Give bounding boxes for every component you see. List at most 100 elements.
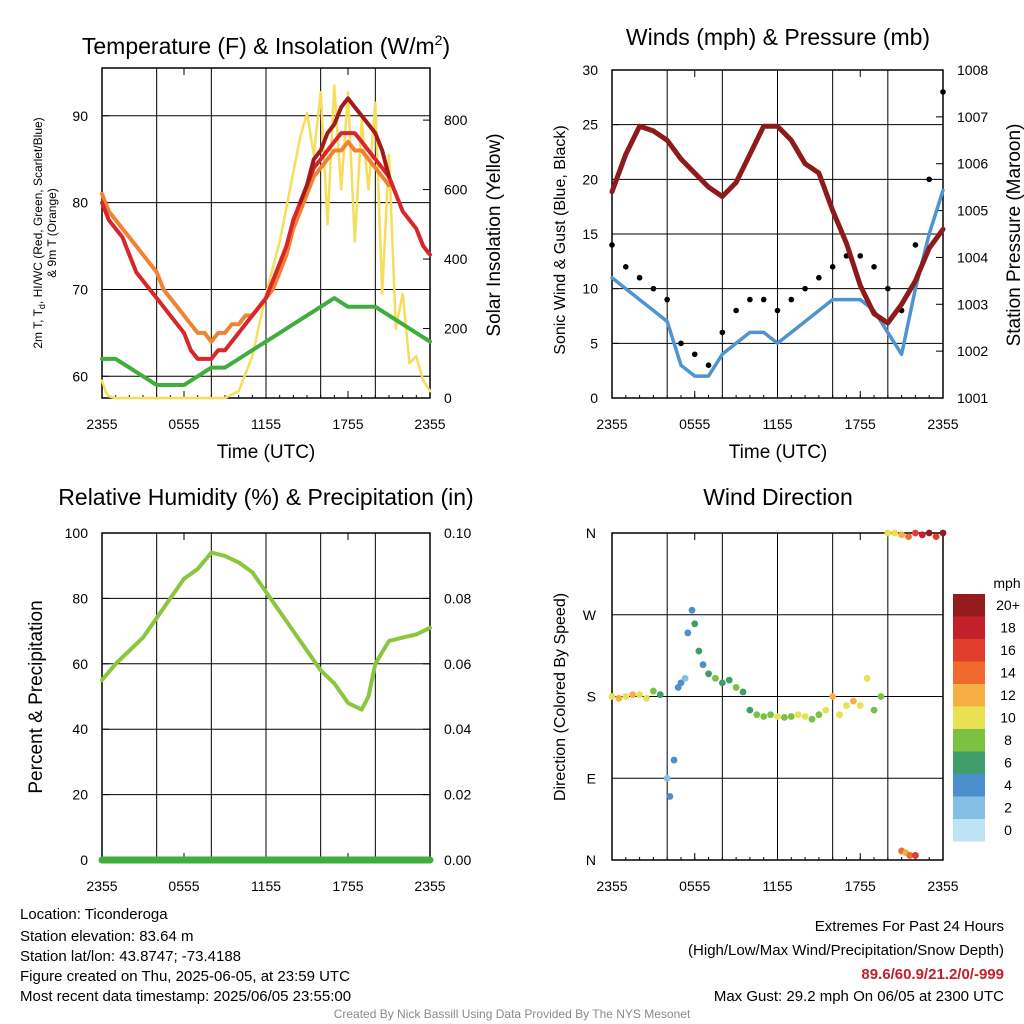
x-tick-label: 0555 <box>168 878 199 894</box>
x-tick-label: 2355 <box>927 878 958 894</box>
legend-label: 14 <box>1000 665 1016 681</box>
gust-point <box>747 296 753 303</box>
direction-point <box>891 529 899 537</box>
direction-tick-label: N <box>586 852 596 868</box>
x-tick-label: 2355 <box>927 416 958 432</box>
direction-point <box>905 533 912 541</box>
x-tick-label: 2355 <box>414 416 445 432</box>
direction-point <box>691 620 699 628</box>
direction-point <box>677 679 685 687</box>
direction-point <box>912 852 919 859</box>
y-tick-label-right: 0.00 <box>444 852 471 868</box>
gust-point <box>664 296 670 303</box>
direction-point <box>808 715 816 723</box>
recent-data-text: Most recent data timestamp: 2025/06/05 2… <box>20 988 352 1005</box>
chart-title: Relative Humidity (%) & Precipitation (i… <box>58 484 473 510</box>
x-axis-label: Time (UTC) <box>217 442 316 463</box>
x-tick-label: 2355 <box>414 878 445 894</box>
direction-point <box>912 529 919 537</box>
y-tick-label-left: 100 <box>65 525 89 541</box>
direction-point <box>615 694 623 702</box>
direction-point <box>666 793 674 800</box>
legend-title: mph <box>993 575 1020 591</box>
direction-tick-label: E <box>587 770 596 786</box>
created-text: Figure created on Thu, 2025-06-05, at 23… <box>20 968 350 985</box>
direction-point <box>829 693 837 700</box>
gust-point <box>788 296 795 303</box>
y-tick-label-right: 0.04 <box>444 721 471 737</box>
direction-point <box>925 529 933 537</box>
direction-point <box>774 713 781 720</box>
gust-point <box>816 274 822 281</box>
y-tick-label-left: 20 <box>72 787 88 803</box>
y-tick-label-left: 60 <box>72 368 88 384</box>
direction-point <box>663 774 671 782</box>
max-gust-text: Max Gust: 29.2 mph On 06/05 at 2300 UTC <box>713 988 1004 1005</box>
gust-point <box>802 285 808 292</box>
y-tick-label-right: 200 <box>444 321 468 337</box>
direction-point <box>932 533 940 541</box>
y-axis-label-left: Percent & Precipitation <box>26 600 47 793</box>
gust-point <box>760 296 767 303</box>
y-tick-label-left: 40 <box>72 721 88 737</box>
gust-point <box>609 242 615 248</box>
extremes-values: 89.6/60.9/21.2/0/-999 <box>861 966 1004 983</box>
chart-title: Temperature (F) & Insolation (W/m2) <box>82 32 450 59</box>
y-tick-label-left: 25 <box>582 117 598 133</box>
direction-point <box>725 676 733 684</box>
legend-label: 12 <box>1000 687 1016 703</box>
temperature-panel: 2355 0555 1155 1755 2355 60 70 80 90 0 200 400 600 80… <box>31 32 505 463</box>
y-tick-label-right: 400 <box>444 251 468 267</box>
y-tick-label-left: 80 <box>72 590 88 606</box>
x-tick-label: 1755 <box>845 416 876 432</box>
gust-point <box>622 264 629 270</box>
y-axis-label-left: 2m T, Td, HI/WC (Red, Green, Scarlet/Blu… <box>31 117 47 348</box>
y-axis-label-right: Station Pressure (Maroon) <box>1004 124 1024 347</box>
y-tick-label-right: 800 <box>444 112 468 128</box>
direction-point <box>877 693 885 700</box>
x-tick-label: 2355 <box>86 878 117 894</box>
gust-point <box>829 264 836 270</box>
direction-tick-label: W <box>583 607 597 623</box>
x-tick-label: 1155 <box>762 416 792 432</box>
x-tick-label: 0555 <box>168 416 199 432</box>
y-tick-label-right: 1004 <box>957 249 988 265</box>
legend-label: 2 <box>1004 800 1012 816</box>
direction-point <box>849 697 857 705</box>
direction-point <box>684 629 692 637</box>
legend-swatch <box>953 729 985 752</box>
y-tick-label-right: 0.08 <box>444 590 471 606</box>
direction-point <box>863 674 871 682</box>
y-tick-label-left: 0 <box>80 852 88 868</box>
direction-point <box>843 702 850 709</box>
credit-text: Created By Nick Bassill Using Data Provi… <box>333 1007 691 1021</box>
direction-point <box>794 711 802 719</box>
gust-point <box>912 242 919 248</box>
y-tick-label-right: 1003 <box>957 296 988 312</box>
y-tick-label-left: 70 <box>72 281 88 297</box>
x-tick-label: 1755 <box>845 878 876 894</box>
direction-point <box>870 706 878 714</box>
direction-point <box>760 713 768 720</box>
x-tick-label: 2355 <box>86 416 117 432</box>
y-axis-label-left: Direction (Colored By Speed) <box>552 593 569 801</box>
series-dewpoint <box>100 296 432 387</box>
legend-swatch <box>953 796 985 819</box>
gust-point <box>940 89 946 95</box>
x-tick-label: 0555 <box>679 878 710 894</box>
direction-point <box>629 691 637 699</box>
x-tick-label: 1155 <box>762 878 792 894</box>
gust-point <box>678 340 684 347</box>
direction-point <box>732 684 740 691</box>
direction-tick-label: S <box>587 689 596 705</box>
y-tick-label-right: 1008 <box>957 62 988 78</box>
direction-point <box>822 706 830 714</box>
x-tick-label: 1155 <box>251 416 281 432</box>
y-axis-label-left: Sonic Wind & Gust (Blue, Black) <box>552 125 569 354</box>
x-tick-label: 1755 <box>332 878 363 894</box>
direction-point <box>856 702 864 709</box>
direction-point <box>884 529 892 537</box>
y-tick-label-left: 80 <box>72 195 88 211</box>
y-tick-label-right: 600 <box>444 182 468 198</box>
legend-swatch <box>953 819 985 842</box>
